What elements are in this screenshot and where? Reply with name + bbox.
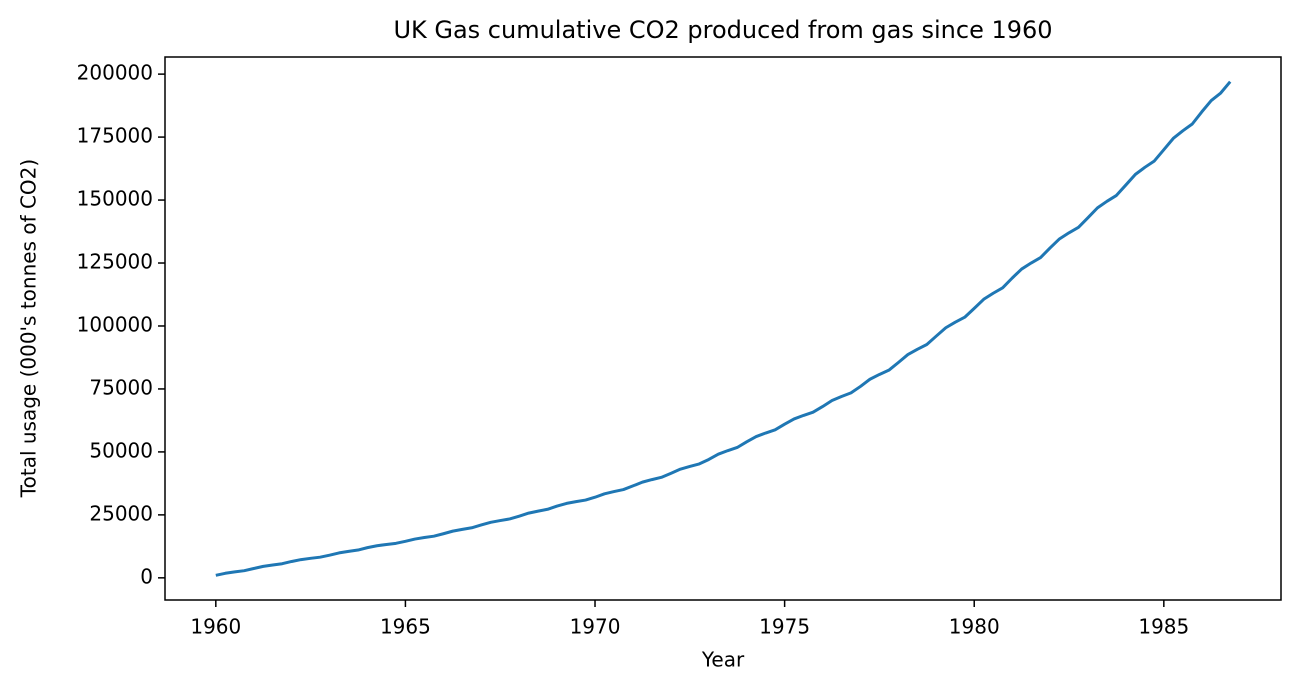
y-tick-label: 125000 (77, 250, 153, 274)
y-axis-label: Total usage (000's tonnes of CO2) (17, 159, 41, 498)
plot-frame (164, 56, 1282, 601)
y-tick-label: 200000 (77, 61, 153, 85)
y-tick-label: 50000 (89, 438, 153, 462)
x-tick-label: 1965 (380, 615, 431, 639)
data-line (215, 80, 1232, 577)
x-tick-label: 1975 (759, 615, 810, 639)
y-tick-label: 100000 (77, 312, 153, 336)
x-tick-label: 1985 (1138, 615, 1189, 639)
y-tick-label: 175000 (77, 124, 153, 148)
y-tick-label: 0 (140, 564, 153, 588)
y-tick-label: 150000 (77, 187, 153, 211)
x-tick-label: 1970 (570, 615, 621, 639)
y-tick-label: 75000 (89, 375, 153, 399)
x-axis-label: Year (701, 648, 745, 672)
x-tick-label: 1980 (949, 615, 1000, 639)
chart-title: UK Gas cumulative CO2 produced from gas … (393, 16, 1052, 44)
x-tick-label: 1960 (190, 615, 241, 639)
y-tick-label: 25000 (89, 501, 153, 525)
